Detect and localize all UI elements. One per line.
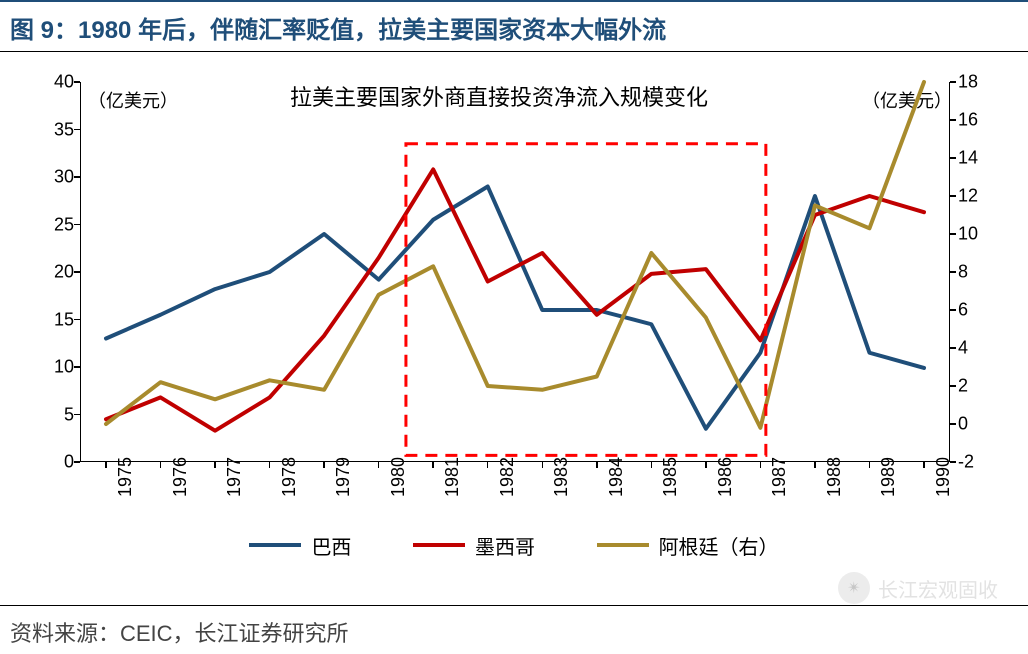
ytick-left: 0	[34, 452, 74, 473]
xtick: 1985	[660, 457, 681, 497]
ytick-left: 5	[34, 404, 74, 425]
chart-area: （亿美元） 拉美主要国家外商直接投资净流入规模变化 （亿美元） 05101520…	[10, 52, 1018, 572]
legend-item-argentina: 阿根廷（右）	[597, 531, 779, 560]
xtick: 1980	[388, 457, 409, 497]
legend-swatch-mexico	[413, 543, 465, 547]
xtick: 1986	[715, 457, 736, 497]
ytick-right: 8	[958, 262, 998, 283]
figure-title: 图 9：1980 年后，伴随汇率贬值，拉美主要国家资本大幅外流	[10, 17, 666, 44]
xtick: 1979	[333, 457, 354, 497]
ytick-right: -2	[958, 452, 998, 473]
legend-label-mexico: 墨西哥	[475, 531, 535, 560]
xtick: 1990	[933, 457, 954, 497]
ytick-left: 15	[34, 309, 74, 330]
ytick-right: 6	[958, 300, 998, 321]
title-bar: 图 9：1980 年后，伴随汇率贬值，拉美主要国家资本大幅外流	[0, 0, 1028, 52]
legend-label-brazil: 巴西	[311, 531, 351, 560]
ytick-right: 16	[958, 110, 998, 131]
xtick: 1989	[878, 457, 899, 497]
xtick: 1983	[551, 457, 572, 497]
legend-item-brazil: 巴西	[249, 531, 351, 560]
ytick-left: 10	[34, 357, 74, 378]
watermark-text: 长江宏观固收	[878, 574, 998, 603]
ytick-right: 4	[958, 338, 998, 359]
ytick-right: 10	[958, 224, 998, 245]
source-text: 资料来源：CEIC，长江证券研究所	[10, 621, 349, 646]
legend-swatch-argentina	[597, 543, 649, 547]
ytick-right: 12	[958, 186, 998, 207]
source-bar: 资料来源：CEIC，长江证券研究所	[0, 605, 1028, 654]
xtick: 1982	[497, 457, 518, 497]
legend-swatch-brazil	[249, 543, 301, 547]
ytick-right: 2	[958, 376, 998, 397]
wechat-icon: ✴	[838, 572, 870, 604]
ytick-right: 18	[958, 72, 998, 93]
watermark: ✴ 长江宏观固收	[838, 572, 998, 604]
xtick: 1984	[606, 457, 627, 497]
xtick: 1988	[824, 457, 845, 497]
figure-container: 图 9：1980 年后，伴随汇率贬值，拉美主要国家资本大幅外流 （亿美元） 拉美…	[0, 0, 1028, 654]
xtick: 1976	[170, 457, 191, 497]
ytick-right: 0	[958, 414, 998, 435]
legend-label-argentina: 阿根廷（右）	[659, 531, 779, 560]
ytick-left: 35	[34, 119, 74, 140]
ytick-left: 40	[34, 72, 74, 93]
legend-item-mexico: 墨西哥	[413, 531, 535, 560]
ytick-left: 30	[34, 167, 74, 188]
xtick: 1977	[224, 457, 245, 497]
ytick-left: 20	[34, 262, 74, 283]
chart-svg	[80, 82, 950, 462]
xtick: 1981	[442, 457, 463, 497]
xtick: 1987	[769, 457, 790, 497]
xtick: 1978	[279, 457, 300, 497]
xtick: 1975	[115, 457, 136, 497]
legend: 巴西 墨西哥 阿根廷（右）	[10, 530, 1018, 560]
ytick-left: 25	[34, 214, 74, 235]
ytick-right: 14	[958, 148, 998, 169]
